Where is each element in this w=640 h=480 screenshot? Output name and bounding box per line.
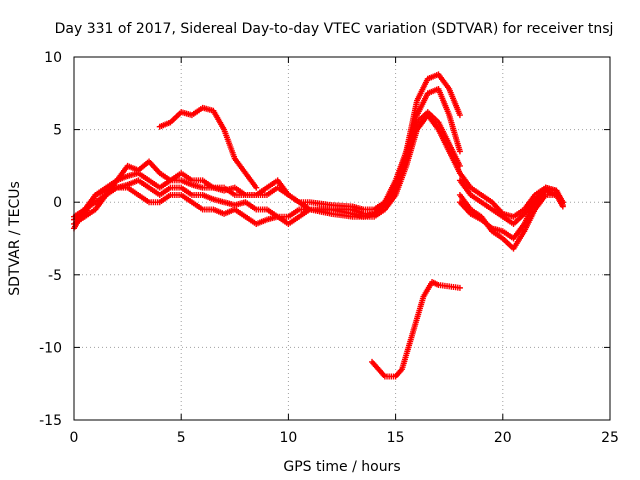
data-point bbox=[559, 202, 566, 209]
x-tick-label: 0 bbox=[70, 430, 79, 446]
y-tick-label: 5 bbox=[53, 123, 62, 139]
series-track-8 bbox=[456, 170, 566, 220]
y-tick-label: -15 bbox=[39, 413, 62, 429]
y-tick-label: 10 bbox=[44, 50, 62, 66]
series-track-7 bbox=[456, 177, 566, 227]
x-tick-label: 10 bbox=[279, 430, 297, 446]
series-track-10 bbox=[369, 279, 463, 380]
y-tick-label: 0 bbox=[53, 195, 62, 211]
chart-title: Day 331 of 2017, Sidereal Day-to-day VTE… bbox=[55, 21, 614, 37]
data-points bbox=[71, 71, 566, 380]
y-tick-label: -5 bbox=[48, 268, 62, 284]
series-track-4 bbox=[71, 112, 463, 232]
axis-ticks: 0 5 10 15 20 25 -15 -10 -5 0 5 10 bbox=[39, 50, 619, 446]
y-axis-label: SDTVAR / TECUs bbox=[7, 181, 23, 296]
x-tick-label: 5 bbox=[177, 430, 186, 446]
x-tick-label: 15 bbox=[387, 430, 405, 446]
x-tick-label: 25 bbox=[601, 430, 619, 446]
data-point bbox=[253, 184, 260, 191]
y-tick-label: -10 bbox=[39, 340, 62, 356]
plot-frame bbox=[73, 56, 611, 421]
data-point bbox=[456, 284, 463, 291]
data-point bbox=[456, 148, 463, 155]
x-axis-label: GPS time / hours bbox=[283, 459, 400, 475]
data-point bbox=[456, 112, 463, 119]
grid-lines bbox=[74, 57, 610, 420]
x-tick-label: 20 bbox=[494, 430, 512, 446]
series-track-9 bbox=[156, 104, 260, 191]
